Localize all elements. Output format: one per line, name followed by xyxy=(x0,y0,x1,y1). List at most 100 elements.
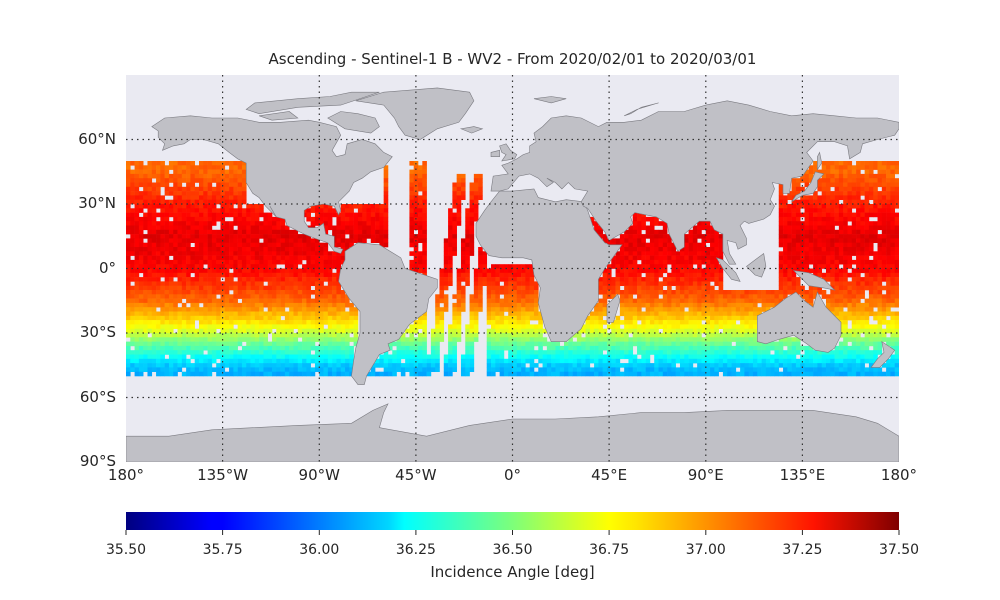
data-cell xyxy=(241,161,247,166)
data-cell xyxy=(873,186,878,192)
data-cell xyxy=(868,341,874,347)
data-cell xyxy=(233,328,238,334)
data-cell xyxy=(679,307,685,312)
data-cell xyxy=(817,225,822,231)
data-cell xyxy=(332,341,337,347)
data-cell xyxy=(224,259,230,265)
data-cell xyxy=(126,191,131,196)
data-cell xyxy=(199,191,204,196)
data-cell xyxy=(516,324,522,329)
data-cell xyxy=(825,186,831,192)
data-cell xyxy=(126,277,131,282)
data-cell xyxy=(624,302,629,308)
data-cell xyxy=(241,277,247,282)
data-cell xyxy=(314,268,320,274)
data-cell xyxy=(473,311,479,317)
data-cell xyxy=(890,324,895,329)
data-cell xyxy=(448,358,453,364)
data-cell xyxy=(366,216,372,222)
data-cell xyxy=(503,272,509,278)
data-cell xyxy=(156,315,161,321)
data-cell xyxy=(267,225,273,231)
data-cell xyxy=(379,221,384,226)
data-cell xyxy=(783,216,788,222)
data-cell xyxy=(448,324,453,329)
data-cell xyxy=(177,285,183,291)
data-cell xyxy=(662,302,668,308)
data-cell xyxy=(409,208,415,213)
data-cell xyxy=(641,354,646,360)
data-cell xyxy=(894,264,899,269)
data-cell xyxy=(241,199,247,205)
data-cell xyxy=(486,307,492,312)
data-cell xyxy=(834,161,840,166)
data-cell xyxy=(705,350,711,355)
data-cell xyxy=(795,208,801,213)
data-cell xyxy=(731,350,737,355)
data-cell xyxy=(581,358,586,364)
data-cell xyxy=(667,328,672,334)
data-cell xyxy=(662,242,668,248)
data-cell xyxy=(177,328,183,334)
data-cell xyxy=(774,345,780,351)
data-cell xyxy=(143,169,148,175)
data-cell xyxy=(469,212,475,218)
data-cell xyxy=(868,178,874,183)
data-cell xyxy=(714,281,719,286)
data-cell xyxy=(482,251,488,256)
data-cell xyxy=(203,216,208,222)
data-cell xyxy=(478,277,483,282)
data-cell xyxy=(649,311,655,317)
data-cell xyxy=(207,320,213,325)
data-cell xyxy=(877,225,883,231)
data-cell xyxy=(259,212,264,218)
data-cell xyxy=(254,307,260,312)
data-cell xyxy=(263,358,269,364)
data-cell xyxy=(654,307,659,312)
data-cell xyxy=(538,341,543,347)
data-cell xyxy=(211,251,217,256)
data-cell xyxy=(233,341,238,347)
data-cell xyxy=(710,238,715,243)
data-cell xyxy=(486,272,492,278)
data-cell xyxy=(147,204,153,209)
data-cell xyxy=(838,238,844,243)
data-cell xyxy=(851,182,857,188)
data-cell xyxy=(774,298,780,304)
data-cell xyxy=(220,294,226,299)
data-cell xyxy=(156,268,161,274)
data-cell xyxy=(856,298,861,304)
data-cell xyxy=(735,294,741,299)
data-cell xyxy=(624,354,629,360)
data-cell xyxy=(151,221,157,226)
data-cell xyxy=(602,285,608,291)
data-cell xyxy=(211,272,217,278)
data-cell xyxy=(319,272,324,278)
data-cell xyxy=(894,221,899,226)
data-cell xyxy=(735,354,741,360)
data-cell xyxy=(860,204,865,209)
data-cell xyxy=(130,324,135,329)
data-cell xyxy=(297,345,303,351)
data-cell xyxy=(224,290,230,295)
data-cell xyxy=(628,320,634,325)
data-cell xyxy=(190,341,196,347)
data-cell xyxy=(868,221,874,226)
data-cell xyxy=(508,333,513,338)
data-cell xyxy=(216,281,221,286)
data-cell xyxy=(791,199,797,205)
data-cell xyxy=(379,225,384,231)
data-cell xyxy=(143,186,148,192)
data-cell xyxy=(714,358,719,364)
data-cell xyxy=(722,341,728,347)
data-cell xyxy=(800,268,805,274)
data-cell xyxy=(199,290,204,295)
data-cell xyxy=(868,277,874,282)
data-cell xyxy=(705,324,711,329)
data-cell xyxy=(138,199,144,205)
data-cell xyxy=(160,173,165,179)
data-cell xyxy=(825,294,831,299)
data-cell xyxy=(727,311,732,317)
data-cell xyxy=(645,242,651,248)
data-cell xyxy=(761,302,767,308)
